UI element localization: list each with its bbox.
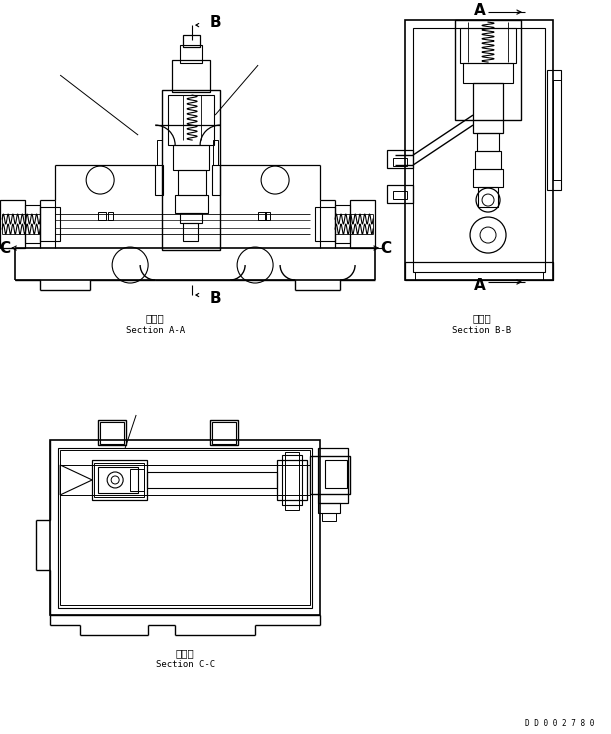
Bar xyxy=(478,187,498,207)
Text: A: A xyxy=(474,3,486,18)
Bar xyxy=(460,28,516,63)
Text: D D 0 0 2 7 8 0: D D 0 0 2 7 8 0 xyxy=(525,719,595,728)
Bar xyxy=(173,145,209,170)
Bar xyxy=(130,469,144,491)
Bar xyxy=(322,513,336,521)
Bar xyxy=(477,133,499,151)
Bar xyxy=(60,465,310,495)
Text: Section C-C: Section C-C xyxy=(156,661,214,669)
Bar xyxy=(25,205,40,243)
Text: 断　面: 断 面 xyxy=(176,648,194,658)
Bar xyxy=(162,90,220,250)
Bar xyxy=(58,448,312,608)
Bar xyxy=(168,95,214,145)
Bar xyxy=(350,200,375,248)
Text: 断　面: 断 面 xyxy=(473,313,491,323)
Text: Section A-A: Section A-A xyxy=(126,325,185,335)
Bar xyxy=(212,165,220,195)
Bar xyxy=(60,450,310,605)
Bar xyxy=(553,80,561,180)
Bar xyxy=(40,207,60,241)
Bar xyxy=(147,472,277,488)
Bar xyxy=(282,455,302,505)
Bar xyxy=(393,191,407,199)
Text: Section B-B: Section B-B xyxy=(453,325,511,335)
Text: A: A xyxy=(474,277,486,293)
Bar xyxy=(473,169,503,187)
Bar xyxy=(393,158,407,166)
Bar xyxy=(178,170,206,195)
Bar xyxy=(413,28,545,272)
Bar xyxy=(315,207,335,241)
Bar xyxy=(547,70,561,190)
Bar xyxy=(475,151,501,169)
Bar xyxy=(455,20,521,120)
Text: B: B xyxy=(210,291,222,305)
Bar xyxy=(92,460,147,500)
Text: 断　面: 断 面 xyxy=(146,313,164,323)
Bar xyxy=(180,45,202,63)
Bar xyxy=(415,272,543,280)
Bar xyxy=(183,35,200,47)
Bar xyxy=(318,503,340,513)
Text: C: C xyxy=(381,241,392,255)
Bar xyxy=(213,140,218,165)
Bar xyxy=(405,262,553,280)
Text: C: C xyxy=(0,241,11,255)
Bar xyxy=(98,212,106,220)
Bar xyxy=(310,456,350,494)
Bar xyxy=(50,440,320,615)
Bar xyxy=(175,195,208,213)
Bar xyxy=(155,165,163,195)
Bar xyxy=(183,223,198,241)
Bar xyxy=(405,20,553,280)
Bar xyxy=(100,422,124,444)
Bar xyxy=(108,212,113,220)
Bar xyxy=(172,60,210,92)
Bar xyxy=(387,150,413,168)
Bar xyxy=(277,460,307,500)
Bar xyxy=(98,420,126,445)
Bar xyxy=(94,463,144,497)
Bar xyxy=(210,420,238,445)
Bar xyxy=(265,212,270,220)
Text: B: B xyxy=(210,15,222,29)
Bar xyxy=(473,83,503,133)
Bar xyxy=(325,460,347,488)
Bar xyxy=(258,212,266,220)
Bar xyxy=(180,213,202,223)
Bar xyxy=(463,63,513,83)
Bar xyxy=(318,448,348,503)
Bar xyxy=(98,467,138,493)
Bar xyxy=(212,422,236,444)
Bar xyxy=(157,140,162,165)
Bar xyxy=(387,185,413,203)
Bar xyxy=(0,200,25,248)
Bar xyxy=(335,205,350,243)
Bar xyxy=(285,452,299,510)
